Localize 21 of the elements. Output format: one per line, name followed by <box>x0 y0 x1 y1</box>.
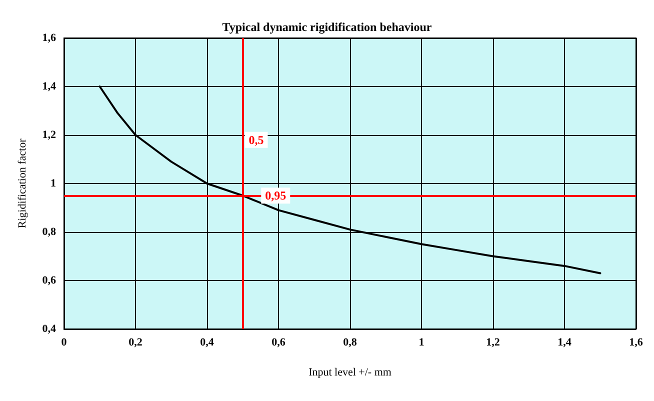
y-tick-label: 1,4 <box>42 80 56 92</box>
ref-line-label: 0,95 <box>265 188 286 203</box>
y-tick-label: 1 <box>50 178 56 190</box>
x-tick-label: 1 <box>418 336 424 348</box>
x-tick-label: 1,4 <box>558 336 572 348</box>
x-tick-label: 0,4 <box>200 336 214 348</box>
y-axis-title: Rigidification factor <box>16 138 28 228</box>
y-tick-label: 0,8 <box>42 226 56 238</box>
y-tick-label: 1,6 <box>42 32 56 44</box>
x-tick-label: 0,6 <box>272 336 286 348</box>
x-tick-label: 0,8 <box>343 336 358 348</box>
chart-title: Typical dynamic rigidification behaviour <box>222 20 432 34</box>
x-tick-label: 1,6 <box>629 336 644 348</box>
y-tick-label: 0,6 <box>42 274 56 286</box>
y-tick-label: 1,2 <box>42 129 56 141</box>
x-axis-title: Input level +/- mm <box>308 366 392 378</box>
x-tick-label: 0 <box>61 336 68 348</box>
x-tick-label: 1,2 <box>486 336 500 348</box>
y-tick-label: 0,4 <box>42 323 56 335</box>
ref-line-label: 0,5 <box>248 132 264 147</box>
x-tick-label: 0,2 <box>128 336 143 348</box>
